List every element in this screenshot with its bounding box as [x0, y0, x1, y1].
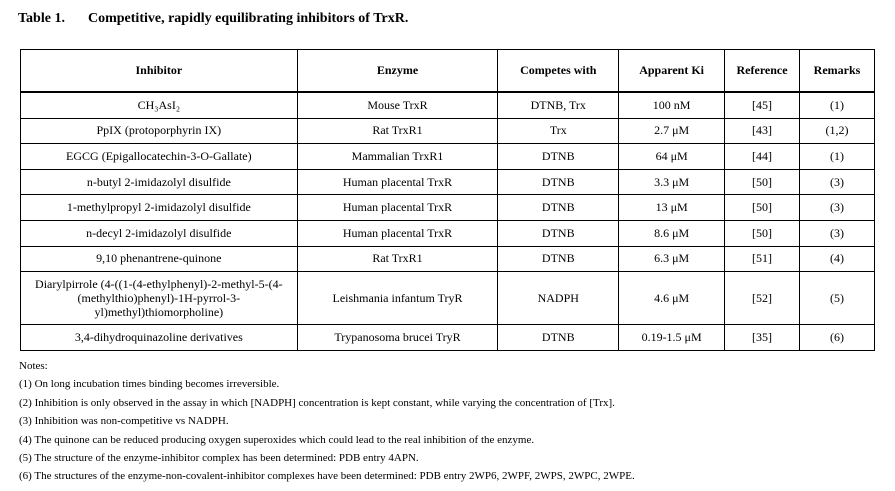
table-number: Table 1. [18, 11, 65, 26]
cell-reference: [45] [724, 91, 801, 119]
cell-reference: [50] [724, 219, 801, 247]
cell-inhibitor: Diarylpirrole (4-((1-(4-ethylphenyl)-2-m… [20, 271, 298, 326]
cell-enzyme: Rat TrxR1 [296, 117, 499, 145]
table-row: 3,4-dihydroquinazoline derivatives Trypa… [20, 324, 875, 351]
cell-remarks: (1) [799, 143, 875, 170]
note-item: (5) The structure of the enzyme-inhibito… [19, 452, 419, 465]
notes-section: Notes: (1) On long incubation times bind… [19, 357, 635, 486]
cell-competes-with: DTNB, Trx [497, 91, 620, 119]
note-item: (1) On long incubation times binding bec… [19, 378, 280, 391]
cell-remarks: (1) [799, 91, 875, 119]
cell-enzyme: Leishmania infantum TryR [296, 271, 499, 326]
header-inhibitor: Inhibitor [20, 49, 298, 93]
header-reference: Reference [724, 49, 801, 93]
table-row: CH₃AsI₂ Mouse TrxR DTNB, Trx 100 nM [45]… [20, 91, 875, 119]
cell-reference: [50] [724, 194, 801, 221]
cell-apparent-ki: 13 μM [618, 194, 726, 221]
cell-apparent-ki: 3.3 μM [618, 168, 726, 196]
cell-enzyme: Human placental TrxR [296, 168, 499, 196]
cell-remarks: (3) [799, 219, 875, 247]
notes-heading: Notes: [19, 360, 48, 372]
table-row: PpIX (protoporphyrin IX) Rat TrxR1 Trx 2… [20, 117, 875, 145]
cell-competes-with: NADPH [497, 271, 620, 326]
cell-competes-with: DTNB [497, 245, 620, 273]
cell-enzyme: Human placental TrxR [296, 194, 499, 221]
cell-competes-with: DTNB [497, 143, 620, 170]
header-remarks: Remarks [799, 49, 875, 93]
cell-inhibitor: EGCG (Epigallocatechin-3-O-Gallate) [20, 143, 298, 170]
cell-reference: [50] [724, 168, 801, 196]
table-row: Diarylpirrole (4-((1-(4-ethylphenyl)-2-m… [20, 271, 875, 326]
cell-reference: [52] [724, 271, 801, 326]
cell-apparent-ki: 6.3 μM [618, 245, 726, 273]
table-title: Table 1. Competitive, rapidly equilibrati… [18, 11, 408, 27]
cell-competes-with: DTNB [497, 219, 620, 247]
cell-reference: [35] [724, 324, 801, 351]
cell-reference: [44] [724, 143, 801, 170]
cell-competes-with: DTNB [497, 324, 620, 351]
cell-inhibitor: 9,10 phenantrene-quinone [20, 245, 298, 273]
cell-inhibitor: PpIX (protoporphyrin IX) [20, 117, 298, 145]
cell-apparent-ki: 2.7 μM [618, 117, 726, 145]
cell-remarks: (5) [799, 271, 875, 326]
cell-reference: [51] [724, 245, 801, 273]
table-caption: Competitive, rapidly equilibrating inhib… [88, 11, 409, 26]
cell-enzyme: Mouse TrxR [296, 91, 499, 119]
cell-enzyme: Mammalian TrxR1 [296, 143, 499, 170]
cell-competes-with: DTNB [497, 194, 620, 221]
cell-remarks: (3) [799, 168, 875, 196]
cell-competes-with: DTNB [497, 168, 620, 196]
cell-apparent-ki: 8.6 μM [618, 219, 726, 247]
note-item: (3) Inhibition was non-competitive vs NA… [19, 415, 229, 428]
cell-competes-with: Trx [497, 117, 620, 145]
table-row: n-butyl 2-imidazolyl disulfide Human pla… [20, 168, 875, 196]
cell-reference: [43] [724, 117, 801, 145]
table-row: n-decyl 2-imidazolyl disulfide Human pla… [20, 219, 875, 247]
cell-remarks: (6) [799, 324, 875, 351]
cell-apparent-ki: 0.19-1.5 μM [618, 324, 726, 351]
cell-inhibitor: 3,4-dihydroquinazoline derivatives [20, 324, 298, 351]
header-apparent-ki: Apparent Ki [618, 49, 726, 93]
note-item: (2) Inhibition is only observed in the a… [19, 396, 615, 409]
table-row: 9,10 phenantrene-quinone Rat TrxR1 DTNB … [20, 245, 875, 273]
note-item: (6) The structures of the enzyme-non-cov… [19, 470, 635, 483]
cell-inhibitor: 1-methylpropyl 2-imidazolyl disulfide [20, 194, 298, 221]
inhibitors-table: Inhibitor Enzyme Competes with Apparent … [20, 49, 875, 351]
table-row: 1-methylpropyl 2-imidazolyl disulfide Hu… [20, 194, 875, 221]
cell-inhibitor: n-decyl 2-imidazolyl disulfide [20, 219, 298, 247]
cell-remarks: (1,2) [799, 117, 875, 145]
cell-inhibitor: CH₃AsI₂ [20, 91, 298, 119]
note-item: (4) The quinone can be reduced producing… [19, 433, 535, 446]
table-header-row: Inhibitor Enzyme Competes with Apparent … [20, 49, 875, 93]
cell-remarks: (3) [799, 194, 875, 221]
cell-remarks: (4) [799, 245, 875, 273]
cell-enzyme: Rat TrxR1 [296, 245, 499, 273]
cell-inhibitor: n-butyl 2-imidazolyl disulfide [20, 168, 298, 196]
cell-enzyme: Human placental TrxR [296, 219, 499, 247]
cell-enzyme: Trypanosoma brucei TryR [296, 324, 499, 351]
header-enzyme: Enzyme [296, 49, 499, 93]
cell-apparent-ki: 64 μM [618, 143, 726, 170]
cell-apparent-ki: 4.6 μM [618, 271, 726, 326]
cell-apparent-ki: 100 nM [618, 91, 726, 119]
header-competes-with: Competes with [497, 49, 620, 93]
table-row: EGCG (Epigallocatechin-3-O-Gallate) Mamm… [20, 143, 875, 170]
